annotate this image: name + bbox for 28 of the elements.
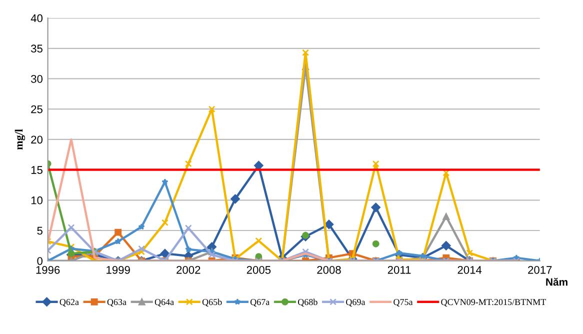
x-tick-label: 2002 — [176, 266, 200, 274]
legend-label: Q65b — [202, 298, 222, 306]
y-tick-label: 30 — [31, 75, 43, 83]
x-tick-label: 1996 — [36, 266, 60, 274]
x-axis-title: Năm — [546, 278, 568, 286]
x-tick-label: 2008 — [317, 266, 341, 274]
legend-label: Q62a — [60, 299, 79, 306]
x-tick-label: 1999 — [106, 266, 130, 274]
legend-label: Q75a — [394, 299, 413, 306]
y-tick-label: 35 — [31, 44, 42, 53]
legend-label: Q69a — [346, 299, 366, 306]
y-tick-label: 40 — [30, 14, 43, 22]
legend-label: Q68b — [298, 298, 318, 306]
x-tick-label: 2017 — [528, 266, 552, 274]
y-tick-label: 25 — [31, 105, 42, 114]
y-tick-label: 10 — [31, 196, 43, 204]
y-tick-label: 15 — [31, 166, 42, 174]
x-tick-label: 2005 — [246, 266, 271, 274]
legend-label: Q63a — [107, 299, 126, 306]
legend-label: QCVN09-MT:2015/BTNMT — [441, 299, 546, 306]
x-tick-label: 2011 — [388, 266, 411, 274]
y-tick-label: 5 — [37, 226, 42, 235]
y-tick-label: 0 — [37, 257, 43, 265]
legend-label: Q67a — [250, 299, 270, 306]
y-tick-label: 20 — [31, 136, 43, 144]
y-axis-title: mg/l — [14, 129, 26, 150]
legend-label: Q64a — [154, 299, 174, 306]
x-tick-label: 2014 — [458, 266, 482, 274]
